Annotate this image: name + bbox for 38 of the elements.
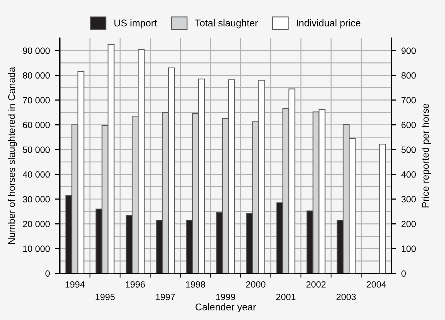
y2-tick-label: 700 (402, 97, 416, 104)
y2-tick-label: 200 (402, 221, 416, 228)
y2-tick-label: 0 (402, 270, 406, 277)
x-tick-label: 1997 (156, 294, 176, 300)
x-tick-label: 1995 (96, 294, 115, 300)
x-tick-label: 1999 (216, 294, 236, 300)
y-tick-label: 10 000 (23, 246, 50, 252)
x-tick-label: 2003 (336, 294, 356, 300)
y-tick-label: 50 000 (23, 146, 50, 154)
y2-tick-label: 600 (402, 122, 416, 128)
x-axis-title: Calender year (196, 304, 256, 313)
y-tick-label: 30 000 (23, 196, 50, 203)
y-tick-label: 80 000 (23, 72, 50, 79)
y2-tick-label: 300 (402, 196, 416, 203)
y-tick-label: 40 000 (22, 172, 50, 178)
y2-tick-label: 800 (402, 72, 416, 79)
legend-label: US import (114, 20, 158, 29)
bar (379, 144, 386, 274)
x-tick-label: 1998 (186, 281, 206, 288)
y-tick-label: 0 (46, 270, 50, 277)
x-tick-label: 2000 (246, 281, 266, 288)
legend-label: Individual price (297, 20, 361, 29)
y-tick-label: 60 000 (23, 122, 50, 128)
x-tick-label: 1996 (126, 281, 146, 288)
y2-axis-title: Price reported per horse (422, 104, 431, 208)
y-tick-label: 70 000 (23, 97, 50, 104)
y-tick-label: 90 000 (23, 48, 50, 54)
y2-tick-label: 500 (402, 146, 416, 154)
y-axis-title: Number of horses slaughtered in Canada (8, 67, 18, 244)
y2-tick-label: 100 (402, 246, 416, 252)
x-tick-label: 2004 (366, 281, 386, 288)
y-tick-label: 20 000 (23, 221, 50, 228)
y2-tick-label: 400 (402, 172, 416, 178)
legend-label: Total slaughter (195, 20, 258, 29)
x-tick-label: 2001 (276, 294, 296, 300)
x-tick-label: 2002 (306, 281, 326, 288)
x-tick-label: 1994 (66, 281, 85, 288)
y2-tick-label: 900 (402, 48, 416, 54)
